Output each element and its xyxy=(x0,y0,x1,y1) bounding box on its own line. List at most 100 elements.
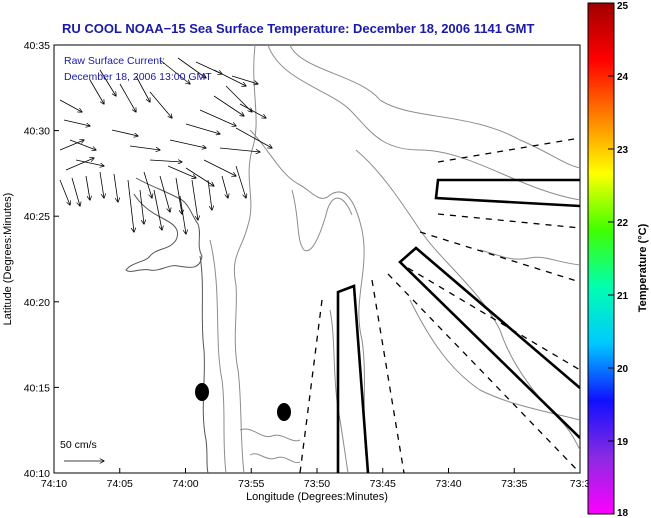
dashed-transect xyxy=(419,231,580,283)
station-marker xyxy=(277,403,291,421)
current-vector xyxy=(235,127,272,148)
current-vector xyxy=(191,179,198,220)
map-title: RU COOL NOAA−15 Sea Surface Temperature:… xyxy=(62,21,534,36)
survey-boxes xyxy=(336,178,580,473)
current-vector xyxy=(225,85,252,112)
contour-line xyxy=(409,299,580,421)
dashed-transect xyxy=(387,273,580,473)
bathymetry-contours xyxy=(209,45,580,473)
y-axis-label: Latitude (Degrees:Minutes) xyxy=(2,193,14,326)
y-tick-label: 40:25 xyxy=(24,211,50,223)
dashed-transect xyxy=(299,299,323,473)
current-vector xyxy=(69,139,96,150)
contour-line xyxy=(209,239,227,473)
scale-label: 50 cm/s xyxy=(60,439,97,451)
current-vector xyxy=(71,177,80,206)
current-vector xyxy=(175,177,182,214)
colorbar-tick-labels: 25 24 23 22 21 20 19 18 xyxy=(608,1,629,518)
current-vector xyxy=(199,109,236,126)
y-tick-label: 40:10 xyxy=(24,468,50,480)
current-vector xyxy=(185,123,220,134)
plot-area xyxy=(53,44,581,474)
current-vector xyxy=(159,175,170,212)
contour-line xyxy=(267,45,580,201)
current-vector xyxy=(135,75,150,102)
current-vector xyxy=(113,173,118,202)
colorbar-tick-label: 19 xyxy=(617,437,629,448)
surface-current-vectors xyxy=(59,57,272,234)
current-vector xyxy=(99,171,104,198)
current-vector xyxy=(149,160,182,162)
current-vector xyxy=(153,189,162,230)
x-tick-label: 73:35 xyxy=(501,478,527,490)
current-vector xyxy=(75,159,104,166)
current-vector xyxy=(139,189,144,224)
x-tick-labels: 74:10 74:05 74:00 73:55 73:50 73:45 73:40 73:35… xyxy=(41,468,591,490)
colorbar-tick-label: 22 xyxy=(617,218,629,229)
current-vector xyxy=(149,91,172,118)
current-vector xyxy=(99,69,116,96)
colorbar-tick-label: 20 xyxy=(617,364,629,375)
dashed-transect xyxy=(407,267,580,371)
current-vector xyxy=(219,147,260,152)
current-vector xyxy=(85,175,90,200)
y-tick-label: 40:30 xyxy=(24,126,50,138)
current-vector xyxy=(235,165,246,198)
current-vector xyxy=(203,159,236,176)
map-layers: Raw Surface Current: December 18, 2006 1… xyxy=(59,45,580,473)
current-vector xyxy=(65,158,94,171)
current-vector xyxy=(59,179,70,205)
y-tick-label: 40:15 xyxy=(24,382,50,394)
x-tick-label: 74:10 xyxy=(41,478,67,490)
current-vector xyxy=(89,79,104,104)
colorbar-tick-label: 18 xyxy=(617,508,629,518)
colorbar-tick-label: 21 xyxy=(617,291,629,302)
current-vector xyxy=(167,165,196,178)
current-vector xyxy=(63,119,90,126)
colorbar-tick-label: 23 xyxy=(617,145,629,156)
survey-box-east xyxy=(434,178,580,208)
x-tick-label: 73:3 xyxy=(570,478,591,490)
current-vector xyxy=(179,195,186,234)
current-vector xyxy=(185,167,214,186)
current-vector xyxy=(239,103,266,118)
x-tick-label: 73:55 xyxy=(238,478,264,490)
contour-line xyxy=(239,428,301,442)
x-tick-label: 73:45 xyxy=(370,478,396,490)
contour-line xyxy=(479,249,580,266)
x-tick-label: 73:40 xyxy=(435,478,461,490)
current-vector xyxy=(143,171,152,198)
dashed-transects xyxy=(299,137,580,473)
contour-line xyxy=(289,45,580,169)
x-tick-label: 74:05 xyxy=(107,478,133,490)
contour-line xyxy=(233,45,257,473)
current-vector xyxy=(207,179,212,210)
contour-line xyxy=(249,453,301,464)
dashed-transect xyxy=(371,279,405,473)
y-tick-label: 40:35 xyxy=(24,40,50,52)
current-vector xyxy=(59,140,84,151)
survey-box-diagonal xyxy=(398,246,580,439)
contour-line xyxy=(291,189,353,252)
current-vector xyxy=(111,129,138,136)
current-vector xyxy=(119,83,136,112)
survey-box-south xyxy=(336,284,370,473)
x-tick-label: 73:50 xyxy=(304,478,330,490)
current-vector xyxy=(231,75,258,84)
current-note-line2: December 18, 2006 13:00 GMT xyxy=(64,71,212,83)
dashed-transect xyxy=(437,137,580,163)
current-vector xyxy=(159,59,190,84)
station-marker xyxy=(195,383,209,401)
current-vector xyxy=(221,175,228,198)
current-vector xyxy=(59,99,82,112)
colorbar-label: Temperature (°C) xyxy=(637,223,649,312)
contour-line xyxy=(249,129,369,473)
x-axis-label: Longitude (Degrees:Minutes) xyxy=(246,491,388,503)
y-tick-label: 40:20 xyxy=(24,297,50,309)
current-note-line1: Raw Surface Current: xyxy=(64,55,165,67)
colorbar xyxy=(587,2,615,515)
current-vector xyxy=(213,95,244,116)
colorbar-tick-label: 24 xyxy=(617,72,629,83)
current-vector xyxy=(177,57,206,78)
